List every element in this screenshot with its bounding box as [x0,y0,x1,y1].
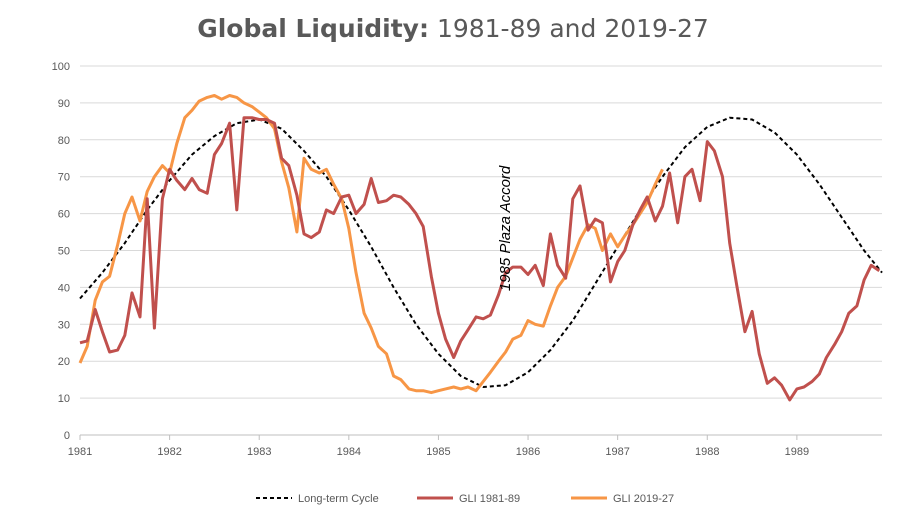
y-tick-label: 60 [58,209,70,221]
y-tick-label: 50 [58,246,70,258]
y-tick-label: 10 [58,393,70,405]
chart-title-suffix: 1981-89 and 2019-27 [436,14,709,43]
x-tick-label: 1987 [605,446,629,458]
y-tick-label: 90 [58,98,70,110]
x-tick-label: 1985 [426,446,450,458]
y-tick-label: 80 [58,135,70,147]
legend-label: GLI 1981-89 [459,493,520,505]
x-tick-label: 1982 [157,446,181,458]
annotation-label: 1985 Plaza Accord [497,165,514,291]
x-tick-label: 1981 [68,446,92,458]
chart-title-bold: Global Liquidity: [197,14,429,43]
chart-title: Global Liquidity: 1981-89 and 2019-27 [0,14,906,43]
y-tick-label: 100 [52,61,70,73]
y-tick-label: 20 [58,356,70,368]
y-tick-label: 0 [64,430,70,442]
legend-label: Long-term Cycle [298,493,379,505]
series-line [79,116,883,388]
x-tick-label: 1983 [247,446,271,458]
series-line [79,116,881,402]
x-tick-label: 1986 [516,446,540,458]
y-tick-label: 30 [58,319,70,331]
x-tick-label: 1989 [785,446,809,458]
x-tick-label: 1988 [695,446,719,458]
legend-label: GLI 2019-27 [613,493,674,505]
x-tick-label: 1984 [337,446,361,458]
y-tick-label: 40 [58,282,70,294]
y-tick-label: 70 [58,172,70,184]
